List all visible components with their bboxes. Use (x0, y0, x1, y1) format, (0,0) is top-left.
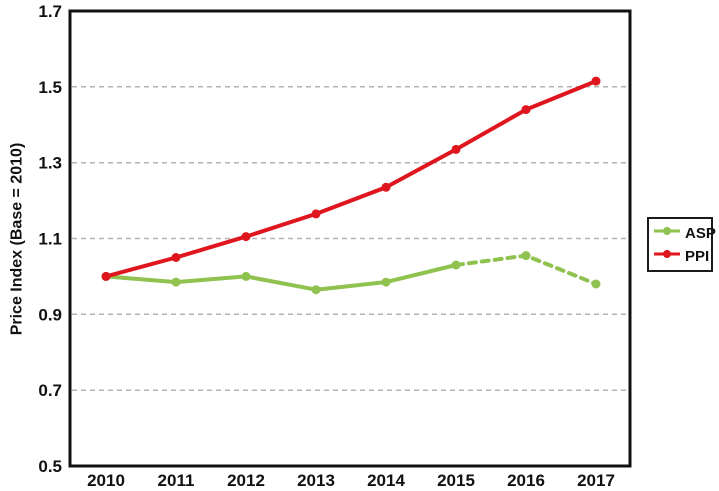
data-point-asp (171, 277, 181, 287)
legend: ASP PPI (647, 217, 716, 272)
x-tick-label: 2010 (87, 471, 125, 490)
data-point-asp (591, 279, 601, 289)
x-tick-label: 2011 (158, 471, 195, 490)
y-tick-label: 0.9 (38, 305, 62, 324)
y-tick-label: 0.5 (38, 457, 62, 476)
y-tick-label: 0.7 (38, 381, 62, 400)
plot-frame (68, 9, 632, 468)
y-tick-label: 1.1 (38, 230, 62, 249)
data-point-ppi (521, 105, 531, 115)
data-point-asp (381, 277, 391, 287)
asp-line-swatch (653, 224, 681, 242)
x-tick-label: 2014 (367, 471, 405, 490)
data-point-asp (521, 251, 531, 261)
data-point-asp (311, 285, 321, 295)
series-line-ppi (104, 79, 598, 279)
x-tick-label: 2016 (507, 471, 545, 490)
data-point-asp (241, 271, 251, 281)
data-point-ppi (381, 182, 391, 192)
data-point-ppi (241, 232, 251, 242)
legend-item-ppi: PPI (653, 247, 710, 265)
x-tick-label: 2013 (297, 471, 335, 490)
data-point-ppi (101, 271, 111, 281)
y-tick-label: 1.7 (38, 2, 62, 21)
y-tick-label: 1.3 (38, 154, 62, 173)
legend-label-ppi: PPI (685, 247, 710, 265)
x-tick-label: 2017 (577, 471, 615, 490)
data-point-ppi (311, 209, 321, 219)
ppi-line-swatch (653, 247, 681, 265)
data-point-ppi (451, 144, 461, 154)
x-tick-label: 2012 (227, 471, 265, 490)
data-point-asp (451, 260, 461, 270)
x-tick-label: 2015 (437, 471, 475, 490)
legend-item-asp: ASP (653, 224, 716, 242)
data-point-ppi (591, 76, 601, 86)
legend-label-asp: ASP (685, 224, 716, 242)
y-tick-label: 1.5 (38, 78, 62, 97)
data-point-ppi (171, 253, 181, 262)
series-line-asp (104, 263, 458, 292)
